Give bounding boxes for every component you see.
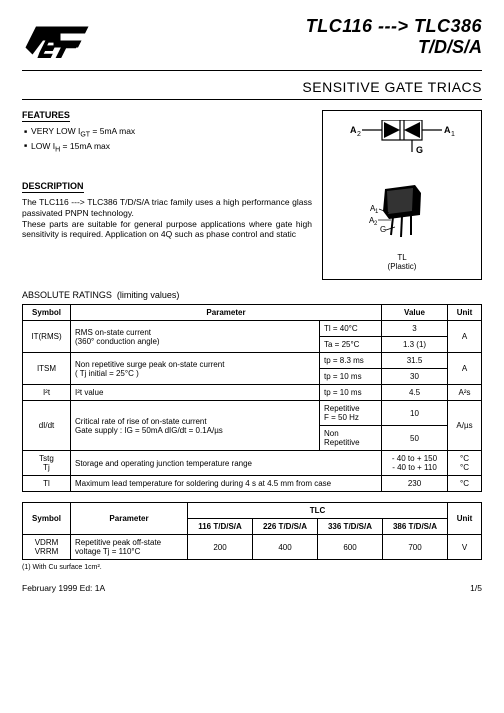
footer-page: 1/5	[470, 583, 482, 593]
table-row: ITSM Non repetitive surge peak on-state …	[23, 353, 482, 369]
package-outline: A1 A2 G	[367, 183, 437, 245]
datasheet-page: TLC116 ---> TLC386 T/D/S/A SENSITIVE GAT…	[0, 0, 504, 603]
svg-text:A: A	[444, 125, 451, 135]
svg-text:A: A	[350, 125, 357, 135]
header: TLC116 ---> TLC386 T/D/S/A	[22, 16, 482, 64]
title-block: TLC116 ---> TLC386 T/D/S/A	[306, 16, 482, 58]
title-line2: T/D/S/A	[306, 37, 482, 58]
svg-text:G: G	[380, 225, 386, 234]
table-row: dI/dt Critical rate of rise of on-state …	[23, 401, 482, 426]
table-row: Tstg Tj Storage and operating junction t…	[23, 451, 482, 476]
svg-text:G: G	[416, 145, 423, 155]
table-header-row: Symbol Parameter TLC Unit	[23, 503, 482, 519]
feature-item: VERY LOW IGT = 5mA max	[24, 126, 312, 139]
features-label: FEATURES	[22, 110, 70, 122]
abs-ratings-label: ABSOLUTE RATINGS (limiting values)	[22, 290, 482, 300]
table-row: VDRM VRRM Repetitive peak off-state volt…	[23, 535, 482, 560]
table-row: IT(RMS) RMS on-state current (360° condu…	[23, 321, 482, 337]
divider	[22, 70, 482, 71]
footnote: (1) With Cu surface 1cm².	[22, 564, 482, 571]
table-row: Tl Maximum lead temperature for solderin…	[23, 476, 482, 492]
svg-text:1: 1	[451, 131, 455, 138]
features-section: FEATURES VERY LOW IGT = 5mA max LOW IH =…	[22, 110, 312, 153]
footer-date: February 1999 Ed: 1A	[22, 583, 105, 593]
description-section: DESCRIPTION The TLC116 ---> TLC386 T/D/S…	[22, 181, 312, 240]
st-logo	[22, 16, 92, 64]
features-list: VERY LOW IGT = 5mA max LOW IH = 15mA max	[24, 126, 312, 153]
package-diagram-box: A2 A1 G	[322, 110, 482, 280]
svg-text:2: 2	[374, 221, 378, 227]
abs-ratings-table: Symbol Parameter Value Unit IT(RMS) RMS …	[22, 304, 482, 492]
subtitle: SENSITIVE GATE TRIACS	[22, 79, 482, 95]
svg-text:1: 1	[375, 209, 379, 215]
svg-text:2: 2	[357, 131, 361, 138]
left-column: FEATURES VERY LOW IGT = 5mA max LOW IH =…	[22, 110, 312, 280]
voltage-table: Symbol Parameter TLC Unit 116 T/D/S/A 22…	[22, 502, 482, 560]
table-row: I²t I²t value tp = 10 ms 4.5 A²s	[23, 385, 482, 401]
table-header-row: Symbol Parameter Value Unit	[23, 305, 482, 321]
description-p2: These parts are suitable for general pur…	[22, 219, 312, 240]
title-line1: TLC116 ---> TLC386	[306, 16, 482, 37]
description-label: DESCRIPTION	[22, 181, 84, 193]
intro-columns: FEATURES VERY LOW IGT = 5mA max LOW IH =…	[22, 110, 482, 280]
description-p1: The TLC116 ---> TLC386 T/D/S/A triac fam…	[22, 197, 312, 218]
package-label: TL (Plastic)	[388, 253, 417, 271]
footer: February 1999 Ed: 1A 1/5	[22, 583, 482, 593]
triac-symbol: A2 A1 G	[342, 120, 462, 175]
divider	[22, 99, 482, 100]
feature-item: LOW IH = 15mA max	[24, 141, 312, 154]
